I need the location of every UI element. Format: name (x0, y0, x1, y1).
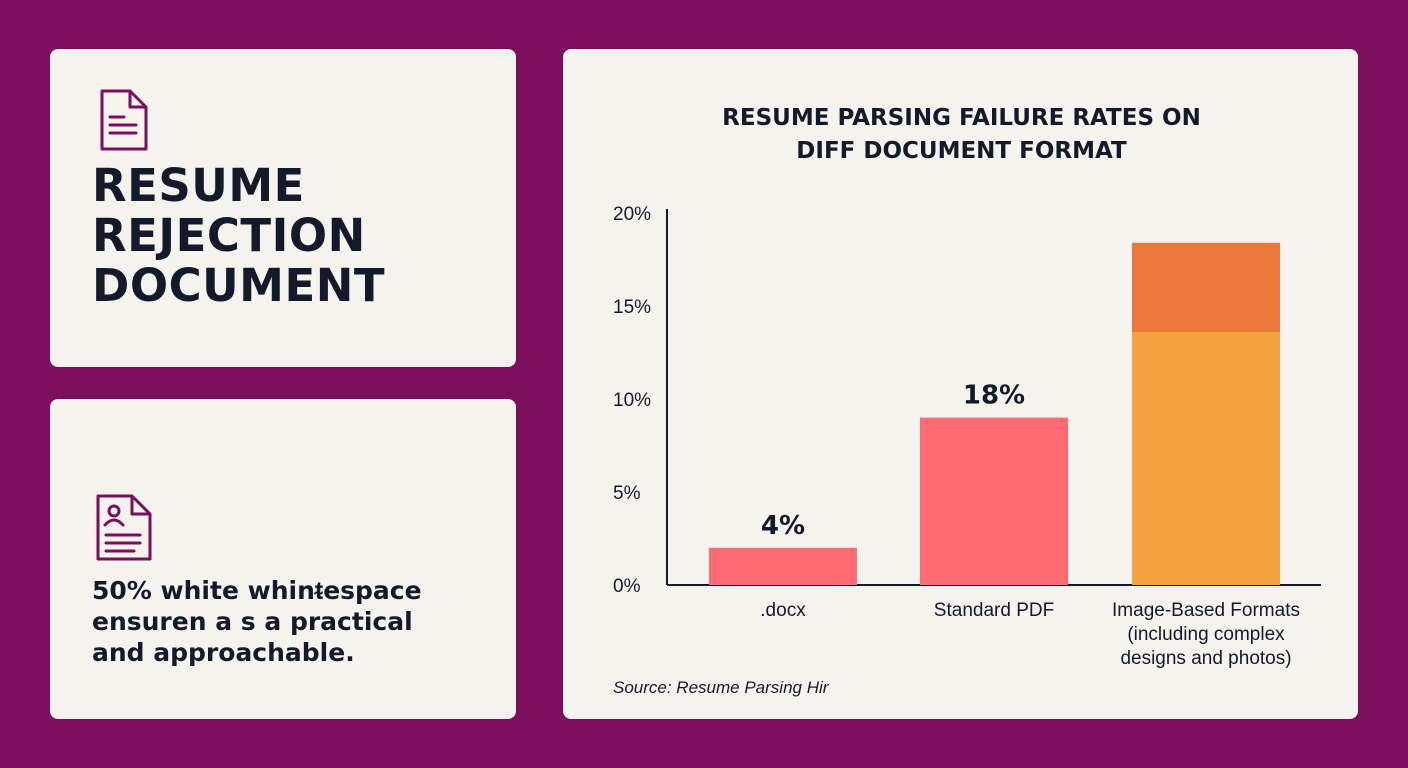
document-profile-icon (96, 494, 152, 561)
note-line: ensuren a s a practical (92, 607, 413, 636)
x-tick-label: Standard PDF (934, 600, 1054, 621)
data-label: 4% (761, 511, 805, 541)
note-card: 50% white whinᵵespace ensuren a s a prac… (50, 399, 516, 719)
x-tick-label: (including complex (1127, 624, 1285, 645)
bar-segment (1132, 242, 1280, 333)
page-title-line: REJECTION (92, 209, 366, 262)
bar (709, 547, 857, 585)
bar-chart: RESUME PARSING FAILURE RATES ON DIFF DOCU… (613, 105, 1321, 697)
note-line: and approachable. (92, 638, 355, 667)
document-lines-icon (100, 89, 148, 151)
x-tick-label: designs and photos) (1120, 648, 1291, 669)
y-tick-label: 5% (613, 483, 641, 504)
x-tick-label: .docx (760, 600, 806, 621)
page-title: RESUME REJECTION DOCUMENT (92, 161, 385, 311)
note-text: 50% white whinᵵespace ensuren a s a prac… (92, 575, 502, 668)
y-tick-label: 10% (613, 390, 651, 411)
note-line: 50% white whinᵵespace (92, 576, 422, 605)
title-card: RESUME REJECTION DOCUMENT (50, 49, 516, 367)
chart-card: RESUME PARSING FAILURE RATES ON DIFF DOCU… (563, 49, 1358, 719)
y-tick-label: 15% (613, 297, 651, 318)
page-title-line: DOCUMENT (92, 259, 386, 312)
data-label: 18% (963, 381, 1025, 411)
y-tick-label: 20% (613, 204, 651, 225)
chart-source: Source: Resume Parsing Hir (613, 678, 830, 697)
chart-title: DIFF DOCUMENT FORMAT (796, 138, 1127, 164)
y-tick-label: 0% (613, 576, 641, 597)
bar (920, 417, 1068, 585)
bar (1132, 332, 1280, 585)
x-tick-label: Image-Based Formats (1112, 600, 1300, 621)
page-title-line: RESUME (92, 159, 305, 212)
chart-title: RESUME PARSING FAILURE RATES ON (722, 105, 1201, 131)
